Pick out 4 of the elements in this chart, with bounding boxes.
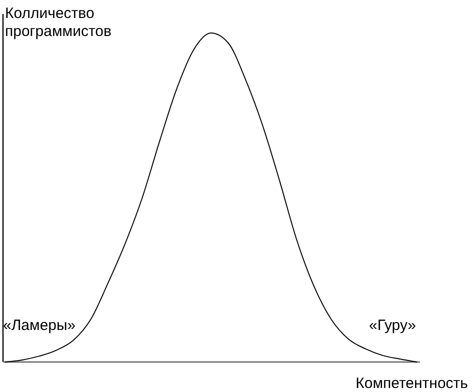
annotation: «Гуру»	[369, 317, 416, 334]
x-axis-title: Компетентность	[356, 375, 468, 392]
y-axis-title: Колличество программистов	[5, 5, 112, 40]
annotation: «Ламеры»	[3, 317, 76, 334]
